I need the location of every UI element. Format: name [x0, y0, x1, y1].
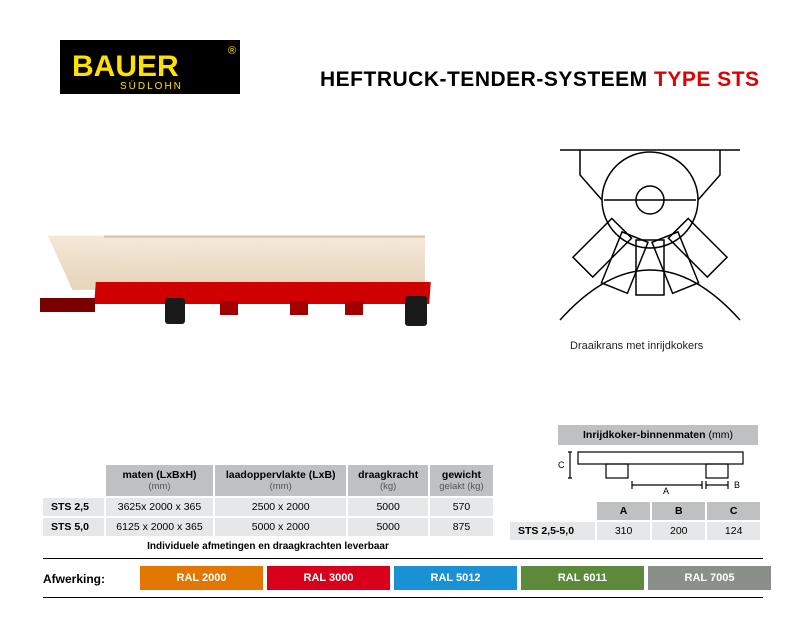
sub-table-header: Inrijdkoker-binnenmaten (mm) [558, 425, 758, 445]
drawing-caption: Draaikrans met inrijdkokers [570, 340, 703, 352]
svg-text:B: B [734, 480, 740, 490]
svg-text:BAUER: BAUER [72, 50, 179, 83]
specs-table: maten (LxBxH)(mm) laadoppervlakte (LxB)(… [43, 465, 493, 552]
ral-color-bar: RAL 2000 RAL 3000 RAL 5012 RAL 6011 RAL … [140, 566, 775, 590]
brand-logo: BAUER SÜDLOHN ® [60, 40, 240, 94]
svg-text:A: A [663, 486, 669, 496]
svg-text:®: ® [228, 45, 236, 57]
table-note: Individuele afmetingen en draagkrachten … [43, 536, 493, 552]
page-title: HEFTRUCK-TENDER-SYSTEEM TYPE STS [320, 68, 760, 92]
ral-chip: RAL 3000 [267, 566, 390, 590]
table-header-row: maten (LxBxH)(mm) laadoppervlakte (LxB)(… [43, 465, 493, 497]
svg-text:SÜDLOHN: SÜDLOHN [120, 80, 183, 92]
divider [43, 558, 763, 559]
title-main: HEFTRUCK-TENDER-SYSTEEM [320, 68, 654, 91]
title-type: TYPE STS [654, 68, 760, 91]
col-dims: maten (LxBxH)(mm) [105, 465, 214, 497]
dimensions-table: A B C STS 2,5-5,0 310 200 124 [510, 502, 760, 540]
table-row: STS 5,0 6125 x 2000 x 365 5000 x 2000 50… [43, 517, 493, 536]
afwerking-label: Afwerking: [43, 572, 105, 586]
divider [43, 597, 763, 598]
svg-text:C: C [558, 460, 565, 470]
col-weight: gewichtgelakt (kg) [429, 465, 493, 497]
ral-chip: RAL 6011 [521, 566, 644, 590]
table-row: STS 2,5-5,0 310 200 124 [510, 521, 760, 540]
ral-chip: RAL 2000 [140, 566, 263, 590]
technical-drawing-top [540, 140, 760, 330]
col-cap: draagkracht(kg) [347, 465, 429, 497]
table-header-row: A B C [510, 502, 760, 521]
table-row: STS 2,5 3625x 2000 x 365 2500 x 2000 500… [43, 497, 493, 517]
product-photo [45, 200, 445, 350]
col-load: laadoppervlakte (LxB)(mm) [214, 465, 347, 497]
ral-chip: RAL 5012 [394, 566, 517, 590]
ral-chip: RAL 7005 [648, 566, 771, 590]
technical-drawing-side: C A B [558, 448, 758, 500]
